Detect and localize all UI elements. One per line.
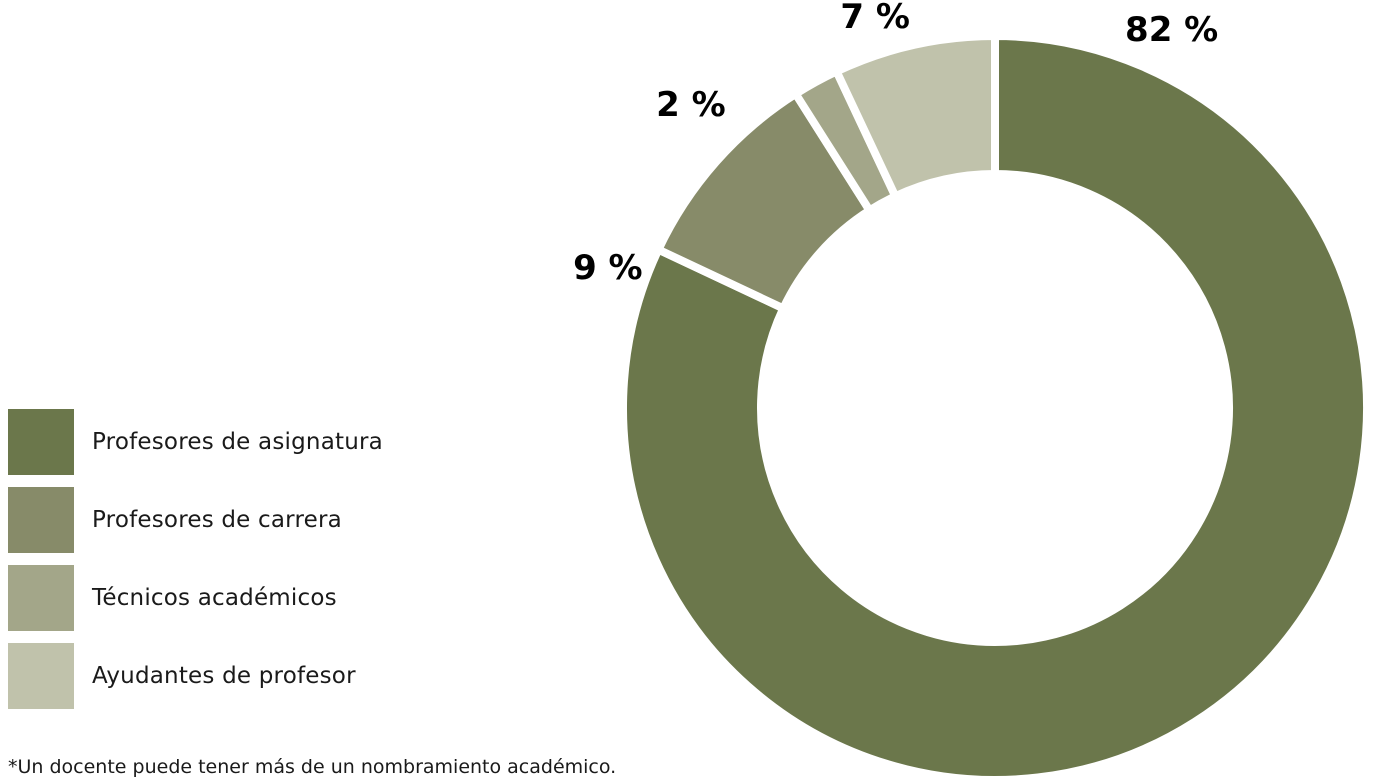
footnote: *Un docente puede tener más de un nombra…: [8, 756, 617, 778]
data-label-1: 9 %: [573, 248, 643, 288]
legend-label: Profesores de asignatura: [92, 429, 383, 455]
data-label-3: 7 %: [840, 0, 910, 37]
donut-labels: 82 % 9 % 2 % 7 %: [573, 0, 1218, 288]
legend-label: Ayudantes de profesor: [92, 663, 356, 689]
legend-item-profesores-carrera: Profesores de carrera: [8, 487, 383, 553]
legend-swatch: [8, 643, 74, 709]
legend-label: Técnicos académicos: [92, 585, 337, 611]
donut-slices: [619, 31, 1371, 780]
legend-label: Profesores de carrera: [92, 507, 342, 533]
chart-legend: Profesores de asignatura Profesores de c…: [8, 409, 383, 709]
legend-swatch: [8, 409, 74, 475]
legend-item-ayudantes-profesor: Ayudantes de profesor: [8, 643, 383, 709]
legend-swatch: [8, 487, 74, 553]
legend-item-profesores-asignatura: Profesores de asignatura: [8, 409, 383, 475]
donut-slice-3: [831, 31, 999, 202]
donut-slice-0: [619, 31, 1371, 780]
data-label-0: 82 %: [1125, 10, 1218, 50]
legend-item-tecnicos-academicos: Técnicos académicos: [8, 565, 383, 631]
data-label-2: 2 %: [656, 85, 726, 125]
legend-swatch: [8, 565, 74, 631]
